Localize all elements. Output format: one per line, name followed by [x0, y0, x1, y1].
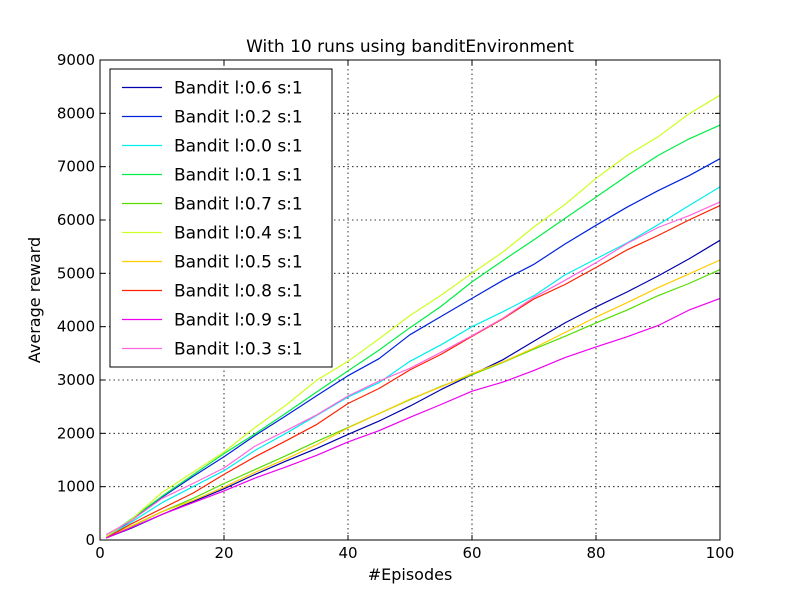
x-tick-label: 60 [462, 544, 481, 562]
y-tick-label: 1000 [57, 478, 95, 496]
series-line-3 [105, 186, 721, 538]
y-tick-label: 6000 [57, 211, 95, 229]
y-tick-label: 7000 [57, 158, 95, 176]
series-line-2 [105, 158, 721, 538]
legend-entry: Bandit l:0.7 s:1 [174, 195, 303, 215]
series-line-6 [105, 94, 721, 538]
legend-entry: Bandit l:0.9 s:1 [174, 311, 303, 331]
y-tick-label: 8000 [57, 104, 95, 122]
x-axis-label: #Episodes [368, 565, 453, 584]
legend-entry: Bandit l:0.0 s:1 [174, 137, 303, 157]
x-tick-label: 80 [586, 544, 605, 562]
x-tick-label: 0 [95, 544, 105, 562]
legend-entry: Bandit l:0.3 s:1 [174, 340, 303, 360]
y-tick-label: 9000 [57, 51, 95, 69]
x-tick-label: 100 [706, 544, 735, 562]
chart-title: With 10 runs using banditEnvironment [246, 37, 574, 57]
legend-entry: Bandit l:0.4 s:1 [174, 224, 303, 244]
legend-box [109, 68, 333, 368]
legend-entry: Bandit l:0.5 s:1 [174, 253, 303, 273]
x-tick-label: 20 [214, 544, 233, 562]
legend-entry: Bandit l:0.1 s:1 [174, 166, 303, 186]
y-tick-label: 0 [85, 531, 95, 549]
x-tick-label: 40 [338, 544, 357, 562]
series-line-9 [105, 297, 721, 539]
legend-entry: Bandit l:0.2 s:1 [174, 108, 303, 128]
series-line-10 [105, 201, 721, 536]
y-tick-label: 3000 [57, 371, 95, 389]
legend-entry: Bandit l:0.6 s:1 [174, 79, 303, 99]
legend-entry: Bandit l:0.8 s:1 [174, 282, 303, 302]
legend: Bandit l:0.6 s:1 Bandit l:0.2 s:1 Bandit l… [109, 68, 333, 368]
y-tick-label: 2000 [57, 424, 95, 442]
series-line-4 [105, 124, 721, 538]
series-line-8 [105, 205, 721, 539]
plot-area: 0 20 40 60 80 1000100020003000400050006000700… [57, 51, 735, 562]
series-line-7 [105, 259, 721, 539]
y-tick-label: 5000 [57, 264, 95, 282]
y-tick-label: 4000 [57, 318, 95, 336]
plot-frame [99, 59, 721, 541]
series-line-1 [105, 239, 721, 539]
y-axis-label: Average reward [25, 237, 44, 363]
